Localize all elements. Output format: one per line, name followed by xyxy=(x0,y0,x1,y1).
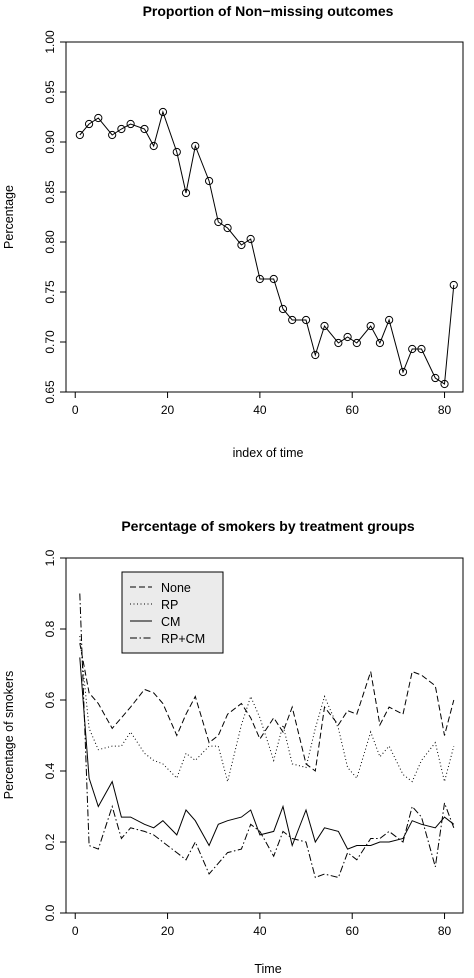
y-tick-label: 0.8 xyxy=(43,620,57,637)
data-point xyxy=(205,176,214,186)
data-point xyxy=(301,315,311,325)
x-tick-label: 80 xyxy=(438,403,452,417)
data-point xyxy=(223,223,232,233)
series-line-none xyxy=(79,643,455,772)
data-point xyxy=(385,315,394,325)
data-point xyxy=(126,119,135,129)
y-tick-label: 0.95 xyxy=(43,80,57,104)
chart-top: Proportion of Non−missing outcomes 0.650… xyxy=(2,3,464,460)
series-line-non-missing xyxy=(79,110,455,385)
chart-top-series xyxy=(75,107,458,389)
legend-box xyxy=(121,571,224,654)
chart-bottom-x-axis: 0 20 40 60 80 xyxy=(72,913,452,938)
data-point xyxy=(375,338,385,348)
legend-label-rp-cm: RP+CM xyxy=(161,632,205,646)
chart-bottom-plot-frame xyxy=(65,557,464,914)
data-point xyxy=(269,274,278,284)
data-point xyxy=(417,344,426,354)
y-tick-label: 0.2 xyxy=(43,833,57,850)
x-tick-label: 40 xyxy=(253,924,267,938)
x-tick-label: 40 xyxy=(253,403,267,417)
data-point xyxy=(288,315,297,325)
data-point xyxy=(75,130,84,140)
x-tick-label: 20 xyxy=(161,403,175,417)
x-tick-label: 60 xyxy=(346,924,360,938)
y-tick-label: 0.90 xyxy=(43,130,57,154)
data-point xyxy=(352,338,361,348)
data-point xyxy=(440,379,449,389)
x-tick-label: 0 xyxy=(72,403,79,417)
chart-bottom: Percentage of smokers by treatment group… xyxy=(2,518,464,976)
y-tick-label: 0.75 xyxy=(43,280,57,304)
data-point xyxy=(343,332,352,342)
data-point xyxy=(149,141,158,151)
y-tick-label: 0.65 xyxy=(43,380,57,404)
legend-label-rp: RP xyxy=(161,598,178,612)
y-tick-label: 0.70 xyxy=(43,330,57,354)
data-point xyxy=(140,124,149,134)
y-tick-label: 0.80 xyxy=(43,230,57,254)
chart-bottom-y-axis-label: Percentage of smokers xyxy=(2,671,16,800)
chart-bottom-legend: None RP CM RP+CM xyxy=(121,571,224,654)
data-point xyxy=(398,367,408,377)
data-point xyxy=(366,321,375,331)
data-point xyxy=(158,107,168,117)
data-point xyxy=(311,350,320,360)
data-point xyxy=(191,141,200,151)
y-tick-label: 1.0 xyxy=(43,549,57,566)
series-line-rp-cm xyxy=(79,593,455,879)
data-point xyxy=(84,119,94,129)
x-tick-label: 60 xyxy=(346,403,360,417)
data-point xyxy=(255,274,264,284)
data-point xyxy=(237,240,246,250)
data-point xyxy=(431,373,440,383)
y-tick-label: 0.4 xyxy=(43,762,57,779)
data-point xyxy=(214,217,223,227)
legend-label-none: None xyxy=(161,581,191,595)
chart-top-x-axis: 0 20 40 60 80 xyxy=(72,392,452,417)
data-point xyxy=(449,280,458,290)
data-point xyxy=(94,113,103,123)
chart-top-y-axis-label: Percentage xyxy=(2,185,16,249)
x-tick-label: 0 xyxy=(72,924,79,938)
y-tick-label: 1.00 xyxy=(43,30,57,54)
x-tick-label: 20 xyxy=(161,924,175,938)
chart-top-x-axis-label: index of time xyxy=(233,446,304,460)
y-tick-label: 0.6 xyxy=(43,691,57,708)
data-point xyxy=(334,338,343,348)
series-line-rp xyxy=(79,636,455,783)
data-point xyxy=(181,188,191,198)
y-tick-label: 0.85 xyxy=(43,180,57,204)
chart-bottom-title: Percentage of smokers by treatment group… xyxy=(121,518,415,534)
chart-bottom-y-axis: 0.0 0.2 0.4 0.6 0.8 1.0 xyxy=(43,549,66,921)
chart-top-plot-frame xyxy=(65,41,464,393)
series-line-cm xyxy=(79,657,455,850)
data-point xyxy=(408,344,417,354)
data-point xyxy=(246,234,255,244)
data-point xyxy=(320,321,329,331)
data-point xyxy=(108,130,117,140)
data-point xyxy=(117,124,126,134)
data-point xyxy=(278,304,288,314)
chart-bottom-x-axis-label: Time xyxy=(254,962,281,976)
data-point xyxy=(172,147,181,157)
chart-bottom-series xyxy=(79,593,455,879)
x-tick-label: 80 xyxy=(438,924,452,938)
y-tick-label: 0.0 xyxy=(43,904,57,921)
legend-label-cm: CM xyxy=(161,615,180,629)
chart-top-y-axis: 0.65 0.70 0.75 0.80 0.85 0.90 0.95 1.00 xyxy=(43,30,66,404)
chart-top-title: Proportion of Non−missing outcomes xyxy=(143,3,394,19)
